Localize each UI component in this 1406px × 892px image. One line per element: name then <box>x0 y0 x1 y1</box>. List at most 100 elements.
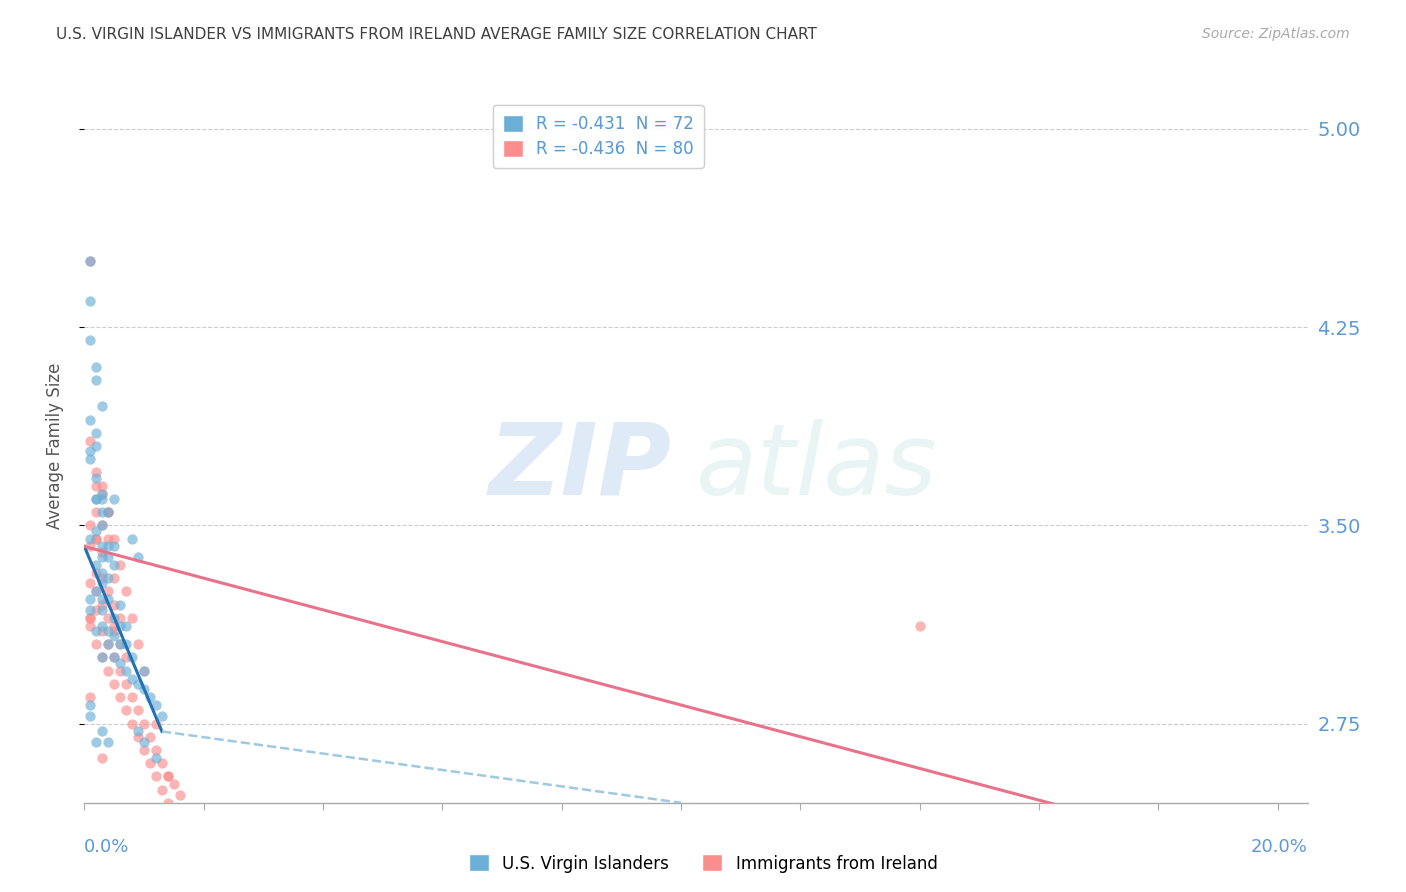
Legend: R = -0.431  N = 72, R = -0.436  N = 80: R = -0.431 N = 72, R = -0.436 N = 80 <box>492 104 704 168</box>
Point <box>108 618 131 632</box>
Point <box>127 637 149 651</box>
Point <box>156 769 179 783</box>
Point <box>132 743 155 757</box>
Point <box>145 716 167 731</box>
Point <box>121 672 143 686</box>
Point <box>79 254 101 268</box>
Point <box>121 650 143 665</box>
Point <box>91 486 114 500</box>
Point <box>103 558 125 572</box>
Point <box>84 532 107 546</box>
Point <box>121 532 143 546</box>
Point <box>163 777 186 791</box>
Point <box>139 730 162 744</box>
Point <box>97 637 120 651</box>
Legend: U.S. Virgin Islanders, Immigrants from Ireland: U.S. Virgin Islanders, Immigrants from I… <box>463 847 943 880</box>
Point <box>139 756 162 771</box>
Point <box>127 549 149 564</box>
Point <box>79 333 101 347</box>
Point <box>84 584 107 599</box>
Point <box>97 624 120 638</box>
Point <box>108 558 131 572</box>
Point <box>103 598 125 612</box>
Point <box>91 518 114 533</box>
Point <box>91 549 114 564</box>
Point <box>84 505 107 519</box>
Point <box>180 856 202 871</box>
Y-axis label: Average Family Size: Average Family Size <box>45 363 63 529</box>
Point <box>156 769 179 783</box>
Point <box>84 359 107 374</box>
Point <box>108 690 131 704</box>
Point <box>97 584 120 599</box>
Point <box>103 629 125 643</box>
Point <box>91 491 114 506</box>
Point <box>127 730 149 744</box>
Point <box>79 592 101 607</box>
Point <box>97 571 120 585</box>
Point <box>84 524 107 538</box>
Text: atlas: atlas <box>696 419 938 516</box>
Point <box>132 664 155 678</box>
Point <box>97 505 120 519</box>
Point <box>108 637 131 651</box>
Point <box>91 400 114 414</box>
Point <box>132 716 155 731</box>
Point <box>84 466 107 480</box>
Point <box>103 611 125 625</box>
Point <box>91 576 114 591</box>
Point <box>91 571 114 585</box>
Point <box>103 532 125 546</box>
Point <box>84 558 107 572</box>
Point <box>91 545 114 559</box>
Point <box>103 571 125 585</box>
Point <box>91 592 114 607</box>
Point <box>169 814 191 829</box>
Point <box>103 491 125 506</box>
Point <box>121 690 143 704</box>
Point <box>139 690 162 704</box>
Point <box>79 518 101 533</box>
Point <box>156 796 179 810</box>
Text: Source: ZipAtlas.com: Source: ZipAtlas.com <box>1202 27 1350 41</box>
Point <box>115 664 138 678</box>
Point <box>84 637 107 651</box>
Point <box>79 698 101 712</box>
Point <box>97 611 120 625</box>
Point <box>108 637 131 651</box>
Text: U.S. VIRGIN ISLANDER VS IMMIGRANTS FROM IRELAND AVERAGE FAMILY SIZE CORRELATION : U.S. VIRGIN ISLANDER VS IMMIGRANTS FROM … <box>56 27 817 42</box>
Point <box>97 735 120 749</box>
Point <box>84 566 107 580</box>
Point <box>84 478 107 492</box>
Point <box>91 650 114 665</box>
Point <box>108 664 131 678</box>
Point <box>84 584 107 599</box>
Point <box>108 656 131 670</box>
Point <box>132 664 155 678</box>
Point <box>103 650 125 665</box>
Text: 0.0%: 0.0% <box>84 838 129 856</box>
Point <box>79 434 101 448</box>
Point <box>1206 856 1229 871</box>
Point <box>97 664 120 678</box>
Point <box>84 425 107 440</box>
Point <box>84 491 107 506</box>
Point <box>97 505 120 519</box>
Point <box>79 452 101 467</box>
Point <box>79 412 101 426</box>
Point <box>97 505 120 519</box>
Point <box>103 650 125 665</box>
Point <box>84 735 107 749</box>
Point <box>91 486 114 500</box>
Point <box>103 618 125 632</box>
Point <box>150 782 173 797</box>
Point <box>145 769 167 783</box>
Point <box>84 373 107 387</box>
Point <box>79 540 101 554</box>
Point <box>163 804 186 818</box>
Point <box>908 618 931 632</box>
Point <box>97 549 120 564</box>
Point <box>91 751 114 765</box>
Point <box>169 814 191 829</box>
Point <box>79 254 101 268</box>
